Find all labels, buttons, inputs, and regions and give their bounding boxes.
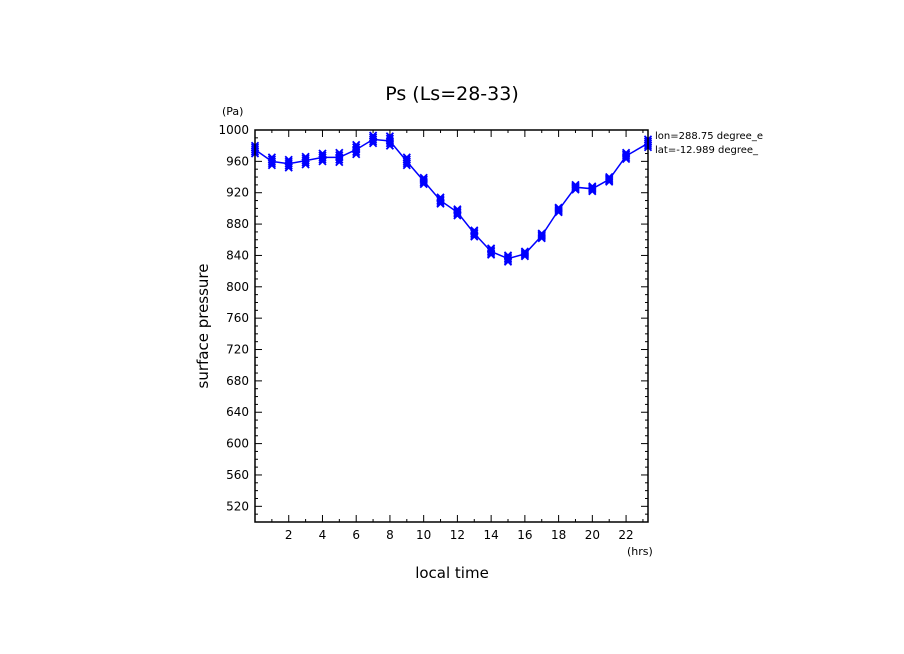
y-tick-label: 960: [226, 154, 249, 168]
y-tick-label: 760: [226, 311, 249, 325]
axes: 520 560 600 640 680 720 760 800 840 880 920 960 1000…: [218, 123, 648, 542]
x-tick-label: 16: [517, 528, 532, 542]
y-tick-label: 720: [226, 343, 249, 357]
x-axis-title: local time: [415, 564, 489, 582]
y-tick-label: 520: [226, 499, 249, 513]
y-tick-label: 880: [226, 217, 249, 231]
y-tick-label: 800: [226, 280, 249, 294]
y-tick-label: 560: [226, 468, 249, 482]
data-point-cluster: [538, 233, 545, 239]
plot-frame: [254, 129, 649, 523]
data-point-cluster: [437, 197, 444, 204]
y-tick-label: 640: [226, 405, 249, 419]
y-unit: (Pa): [222, 105, 243, 118]
data-point-cluster: [370, 135, 377, 144]
x-tick-label: 4: [319, 528, 327, 542]
data-point-cluster: [488, 248, 495, 255]
y-tick-label: 680: [226, 374, 249, 388]
annotation-lat: lat=-12.989 degree_: [655, 145, 759, 156]
x-tick-label: 20: [585, 528, 600, 542]
data-point-cluster: [505, 255, 512, 262]
data-point-cluster: [353, 144, 360, 155]
data-point-cluster: [285, 159, 292, 168]
x-tick-label: 12: [450, 528, 465, 542]
y-axis-title: surface pressure: [194, 264, 212, 389]
x-tick-label: 6: [352, 528, 360, 542]
x-unit: (hrs): [627, 545, 653, 558]
data-point-cluster: [386, 136, 393, 146]
x-tick-label: 18: [551, 528, 566, 542]
chart-title: Ps (Ls=28-33): [385, 83, 519, 105]
data-point-cluster: [521, 251, 528, 257]
x-tick-label: 14: [483, 528, 498, 542]
y-tick-label: 840: [226, 248, 249, 262]
y-tick-label: 600: [226, 437, 249, 451]
data-point-cluster: [572, 184, 579, 190]
data-point-cluster: [319, 153, 326, 162]
data-point-cluster: [471, 230, 478, 237]
data-series: [250, 131, 653, 266]
series-line: [254, 138, 649, 260]
data-point-cluster: [336, 152, 343, 163]
x-tick-label: 22: [618, 528, 633, 542]
data-point-cluster: [589, 186, 596, 192]
data-point-cluster: [420, 177, 427, 185]
data-point-cluster: [403, 157, 410, 166]
y-tick-label: 1000: [218, 123, 249, 137]
data-point-cluster: [268, 157, 275, 166]
data-point-cluster: [606, 177, 613, 182]
data-point-cluster: [623, 152, 630, 160]
y-tick-label: 920: [226, 186, 249, 200]
data-point-cluster: [555, 207, 562, 213]
data-point-cluster: [302, 156, 309, 165]
x-tick-label: 8: [386, 528, 394, 542]
x-tick-label: 2: [285, 528, 293, 542]
annotation-lon: lon=288.75 degree_e: [655, 131, 763, 142]
x-tick-label: 10: [416, 528, 431, 542]
data-point-cluster: [454, 209, 461, 216]
